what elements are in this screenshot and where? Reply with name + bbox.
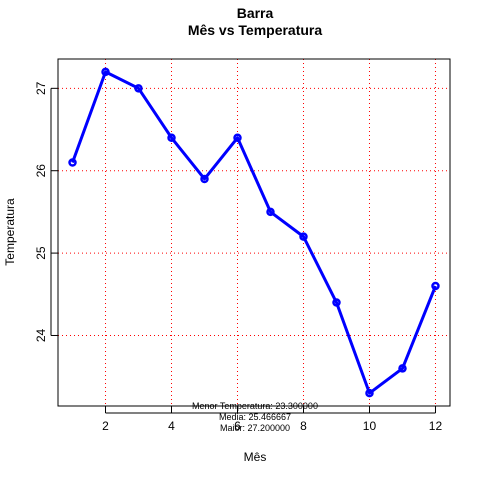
- x-tick-label: 4: [168, 419, 175, 433]
- annotation-mean: Media: 25.466667: [219, 412, 291, 422]
- x-tick-label: 2: [102, 419, 109, 433]
- y-tick-label: 24: [34, 328, 48, 342]
- chart-subtitle: Mês vs Temperatura: [188, 22, 323, 38]
- y-tick-label: 25: [34, 246, 48, 260]
- data-points: [70, 69, 439, 396]
- x-axis-title: Mês: [244, 450, 267, 464]
- y-tick-label: 26: [34, 164, 48, 178]
- x-tick-label: 8: [300, 419, 307, 433]
- y-tick-label: 27: [34, 81, 48, 95]
- annotation-max: Maior: 27.200000: [220, 423, 290, 433]
- x-tick-label: 12: [429, 419, 443, 433]
- x-tick-label: 10: [363, 419, 377, 433]
- plot-frame: [58, 59, 450, 406]
- y-axis-title: Temperatura: [3, 198, 17, 266]
- series-temperatura: [73, 72, 436, 393]
- annotation-min: Menor Temperatura: 23.300000: [192, 401, 318, 411]
- series-line: [73, 72, 436, 393]
- grid: [58, 59, 450, 406]
- chart-title: Barra: [237, 5, 274, 21]
